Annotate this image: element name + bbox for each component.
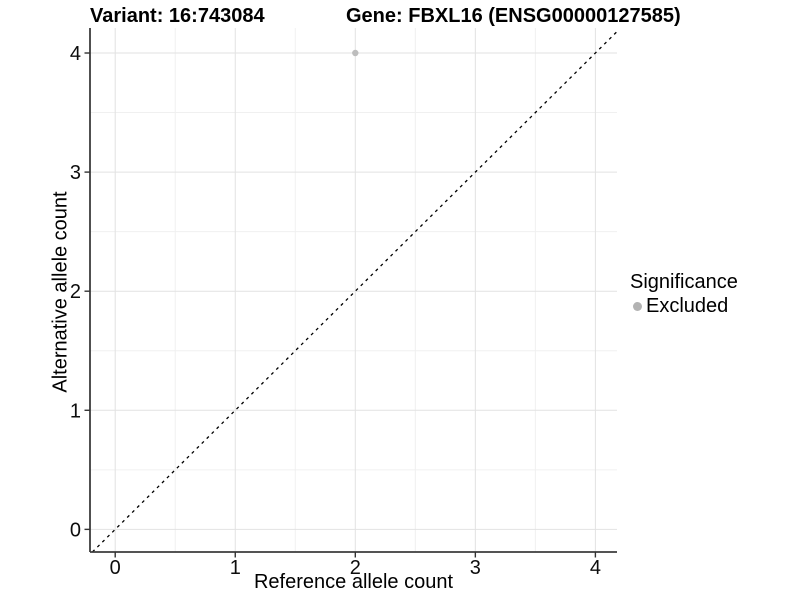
legend-item-label: Excluded <box>646 295 729 317</box>
legend-point-icon <box>633 301 642 311</box>
x-tick-label: 1 <box>230 557 241 579</box>
x-tick-label: 4 <box>590 557 601 579</box>
y-tick-label: 2 <box>70 281 81 303</box>
plot-title-variant: Variant: 16:743084 <box>90 5 265 27</box>
y-tick-label: 1 <box>70 400 81 422</box>
y-tick-label: 3 <box>70 162 81 184</box>
x-tick-label: 2 <box>350 557 361 579</box>
legend-item-excluded: Excluded <box>633 295 738 317</box>
x-axis-label: Reference allele count <box>253 571 453 593</box>
x-tick-label: 3 <box>470 557 481 579</box>
legend-title: Significance <box>630 271 738 293</box>
y-axis-label: Alternative allele count <box>49 191 72 393</box>
legend: Significance Excluded <box>630 270 738 317</box>
y-tick-label: 4 <box>70 43 81 65</box>
identity-line <box>91 31 618 553</box>
y-tick-label: 0 <box>70 519 81 541</box>
x-tick-label: 0 <box>110 557 121 579</box>
data-point <box>352 49 359 57</box>
plot-title-gene: Gene: FBXL16 (ENSG00000127585) <box>346 5 681 27</box>
